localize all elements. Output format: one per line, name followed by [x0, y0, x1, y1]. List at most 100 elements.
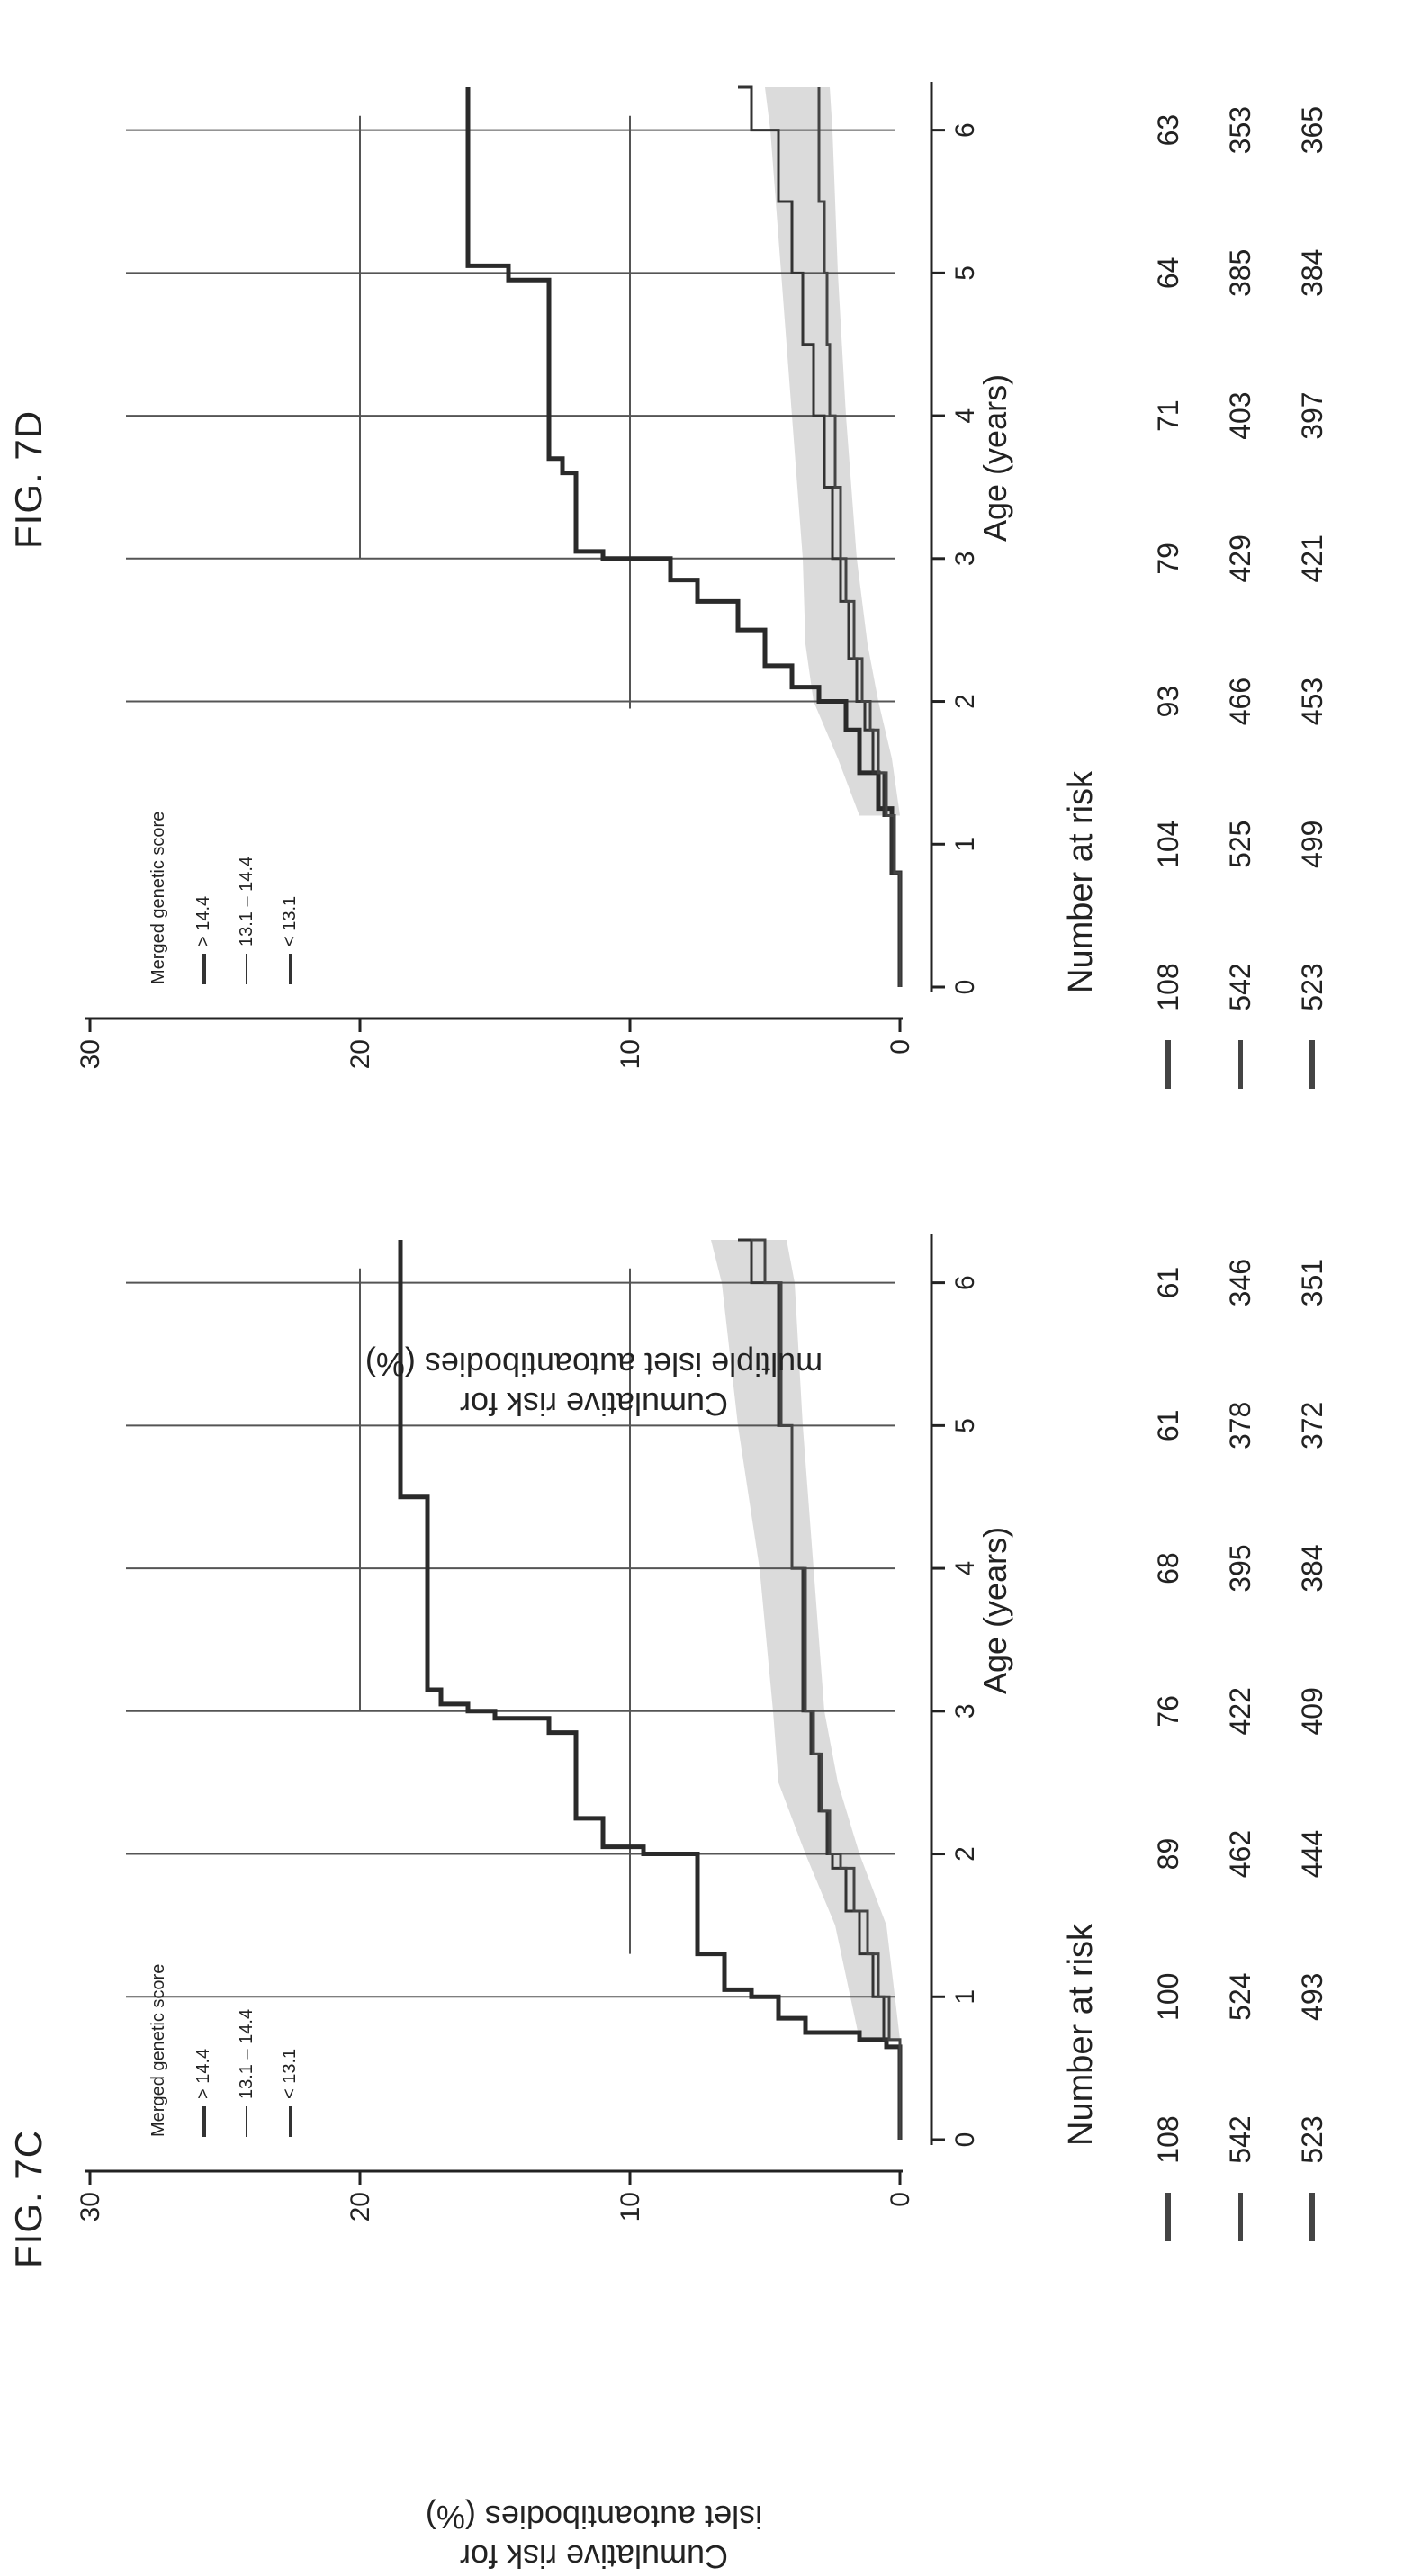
x-tick-label: 1	[950, 1989, 980, 2005]
legend-swatch	[201, 2106, 206, 2137]
figure-7d-risk-table-title: Number at risk	[1062, 770, 1100, 993]
y-tick-label: 10	[616, 2192, 645, 2221]
risk-count: 89	[1152, 1837, 1184, 1871]
risk-count: 61	[1152, 1409, 1184, 1442]
risk-count: 104	[1152, 820, 1184, 868]
risk-count: 523	[1296, 2115, 1328, 2164]
risk-row-swatch	[1310, 1040, 1315, 1089]
risk-count: 444	[1296, 1829, 1328, 1879]
legend-item-high: > 14.4	[182, 1964, 225, 2137]
legend-label: 13.1 – 14.4	[236, 2008, 256, 2099]
risk-count: 365	[1296, 105, 1328, 155]
x-tick-label: 0	[950, 980, 980, 995]
legend-item-mid: 13.1 – 14.4	[225, 1964, 268, 2137]
figure-7c-panel: FIG. 7C Cumulative risk for islet autoan…	[0, 1153, 1404, 2575]
risk-count: 524	[1224, 1972, 1256, 2021]
risk-count: 108	[1152, 963, 1184, 1011]
legend-title: Merged genetic score	[148, 1963, 168, 2137]
figure-7d-y-axis-label: Cumulative risk for multiple islet autoa…	[279, 1344, 909, 1423]
risk-count: 68	[1152, 1552, 1184, 1584]
risk-table-row: 523 499 453 421 397 384 365	[1296, 1, 1350, 1153]
legend-label: > 14.4	[193, 2048, 213, 2099]
x-tick-label: 3	[950, 551, 980, 566]
risk-table-row: 542 524 462 422 395 378 346	[1224, 1153, 1278, 2306]
risk-count: 493	[1296, 1972, 1328, 2021]
risk-count: 378	[1224, 1401, 1256, 1450]
figure-7d-legend: Merged genetic score > 14.4 13.1 – 14.4 …	[148, 812, 311, 984]
legend-swatch	[288, 2106, 292, 2137]
y-axis-label-line-1: Cumulative risk for	[459, 1386, 729, 1423]
legend-item-low: < 13.1	[268, 812, 311, 984]
legend-item-mid: 13.1 – 14.4	[225, 812, 268, 984]
y-axis-label-line-2: islet autoantibodies (%)	[425, 2499, 763, 2536]
risk-count: 453	[1296, 677, 1328, 726]
risk-count: 346	[1224, 1258, 1256, 1307]
risk-count: 395	[1224, 1544, 1256, 1593]
figure-7c-plot: 0 10 20 30 0 1 2 3 4 5 6	[76, 1234, 980, 2221]
x-tick-label: 2	[950, 1846, 980, 1862]
risk-count: 76	[1152, 1695, 1184, 1728]
series-line-3	[752, 1238, 902, 2140]
y-tick-label: 20	[346, 1039, 375, 1069]
legend-title: Merged genetic score	[148, 811, 168, 984]
legend-label: < 13.1	[279, 2048, 300, 2099]
risk-count: 79	[1152, 543, 1184, 575]
risk-count: 108	[1152, 2115, 1184, 2164]
risk-count: 353	[1224, 105, 1256, 155]
risk-row-swatch	[1238, 2193, 1243, 2241]
y-tick-label: 0	[886, 2192, 915, 2207]
risk-count: 61	[1152, 1266, 1184, 1299]
y-axis-label-line-1: Cumulative risk for	[459, 2538, 729, 2575]
x-tick-label: 2	[950, 694, 980, 709]
legend-swatch	[246, 2106, 248, 2137]
figure-7c-x-axis-label: Age (years)	[976, 1526, 1013, 1694]
risk-count: 466	[1224, 677, 1256, 726]
risk-count: 100	[1152, 1972, 1184, 2021]
figure-7c-y-axis-label: Cumulative risk for islet autoantibodies…	[279, 2497, 909, 2576]
series-line-1	[398, 1240, 903, 2140]
risk-count: 93	[1152, 685, 1184, 718]
y-tick-label: 20	[346, 2192, 375, 2221]
series-line-1	[465, 87, 903, 987]
risk-count: 422	[1224, 1687, 1256, 1736]
legend-label: 13.1 – 14.4	[236, 856, 256, 947]
risk-count: 384	[1296, 1544, 1328, 1593]
x-tick-label: 3	[950, 1703, 980, 1719]
risk-row-swatch	[1238, 1040, 1243, 1089]
y-axis-label-line-2: multiple islet autoantibodies (%)	[364, 1346, 824, 1383]
risk-count: 499	[1296, 820, 1328, 868]
risk-count: 421	[1296, 534, 1328, 583]
risk-row-swatch	[1166, 1040, 1171, 1089]
y-tick-label: 10	[616, 1039, 645, 1069]
legend-swatch	[246, 954, 248, 984]
legend-swatch	[288, 954, 292, 984]
risk-count: 385	[1224, 248, 1256, 298]
legend-item-low: < 13.1	[268, 1964, 311, 2137]
risk-count: 71	[1152, 399, 1184, 432]
risk-table-row: 523 493 444 409 384 372 351	[1296, 1153, 1350, 2306]
risk-count: 525	[1224, 820, 1256, 868]
risk-count: 397	[1296, 391, 1328, 440]
x-tick-label: 4	[950, 1561, 980, 1576]
risk-table-row: 108 104 93 79 71 64 63	[1152, 1, 1206, 1153]
risk-count: 372	[1296, 1401, 1328, 1450]
confidence-band	[765, 87, 900, 816]
risk-count: 542	[1224, 963, 1256, 1011]
figure-7c-legend: Merged genetic score > 14.4 13.1 – 14.4 …	[148, 1964, 311, 2137]
y-tick-label: 30	[76, 2192, 105, 2221]
risk-table-row: 542 525 466 429 403 385 353	[1224, 1, 1278, 1153]
y-tick-label: 30	[76, 1039, 105, 1069]
series-line-3	[817, 87, 902, 987]
x-tick-label: 0	[950, 2132, 980, 2148]
y-tick-label: 0	[886, 1039, 915, 1055]
risk-count: 63	[1152, 113, 1184, 147]
x-tick-label: 5	[950, 265, 980, 281]
risk-count: 523	[1296, 963, 1328, 1011]
x-tick-label: 1	[950, 837, 980, 852]
legend-label: > 14.4	[193, 895, 213, 947]
risk-count: 64	[1152, 256, 1184, 290]
figure-7d-x-axis-label: Age (years)	[976, 373, 1013, 542]
risk-count: 462	[1224, 1829, 1256, 1879]
